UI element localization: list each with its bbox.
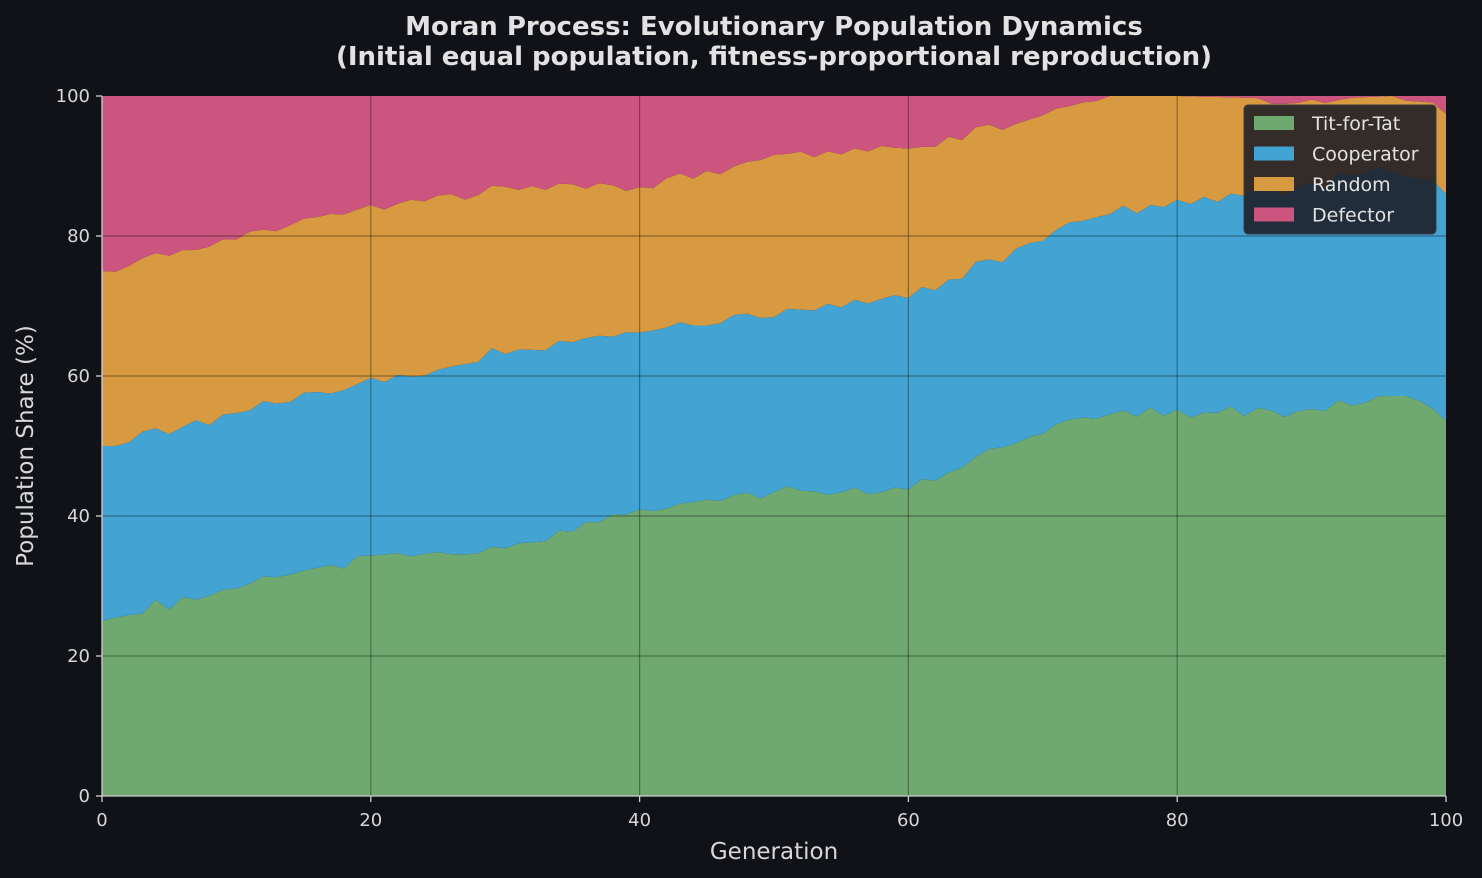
legend-swatch	[1254, 146, 1294, 161]
x-tick-label: 80	[1166, 810, 1189, 831]
y-tick-label: 60	[67, 366, 90, 387]
y-tick-label: 20	[67, 646, 90, 667]
legend: Tit-for-Tat Cooperator Random Defector	[1243, 104, 1437, 235]
legend-box	[1243, 104, 1437, 235]
area-random	[102, 96, 1446, 447]
legend-swatch	[1254, 207, 1294, 222]
legend-label: Defector	[1312, 205, 1394, 227]
legend-label: Random	[1312, 174, 1391, 196]
x-tick-label: 0	[96, 810, 107, 831]
chart-subtitle: (Initial equal population, fitness-propo…	[336, 42, 1212, 72]
y-tick-label: 40	[67, 506, 90, 527]
x-tick-label: 20	[359, 810, 382, 831]
y-tick-label: 80	[67, 226, 90, 247]
y-axis-label: Population Share (%)	[13, 325, 39, 567]
x-tick-label: 40	[628, 810, 651, 831]
x-tick-label: 60	[897, 810, 920, 831]
area-layers	[102, 96, 1446, 796]
y-tick-label: 100	[56, 86, 90, 107]
axes: 0 20 40 60 80 100 0 20 40 60 80 100	[56, 86, 1464, 831]
grid	[102, 96, 1446, 796]
y-tick-label: 0	[79, 786, 90, 807]
legend-swatch	[1254, 116, 1294, 130]
legend-label: Tit-for-Tat	[1311, 113, 1400, 135]
chart-title: Moran Process: Evolutionary Population D…	[405, 12, 1143, 42]
area-defector	[102, 96, 1446, 272]
legend-label: Cooperator	[1312, 144, 1419, 166]
x-tick-label: 100	[1429, 810, 1463, 831]
legend-swatch	[1254, 177, 1294, 191]
area-tit-for-tat	[102, 396, 1446, 796]
area-cooperator	[102, 166, 1446, 621]
x-axis-label: Generation	[710, 839, 838, 865]
